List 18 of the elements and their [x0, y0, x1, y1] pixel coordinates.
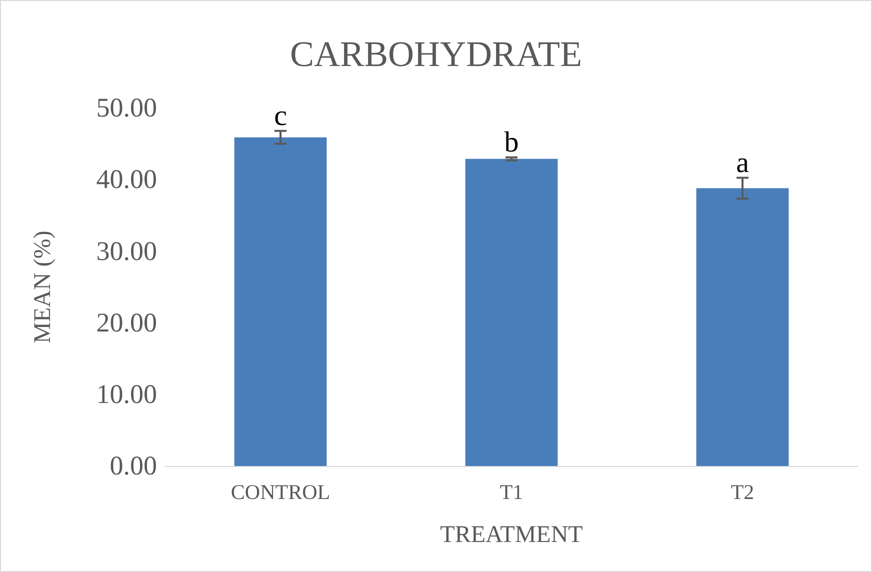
x-tick-label: CONTROL — [230, 480, 330, 504]
y-tick-label: 10.00 — [96, 379, 157, 410]
x-tick-label: T1 — [500, 480, 524, 504]
y-tick-label: 20.00 — [96, 307, 157, 338]
y-axis-title: MEAN (%) — [30, 230, 56, 344]
chart-title: CARBOHYDRATE — [290, 34, 582, 74]
annotation: b — [504, 126, 519, 158]
bar — [465, 158, 558, 466]
x-tick-label: T2 — [730, 480, 754, 504]
y-tick-label: 30.00 — [96, 236, 157, 266]
x-axis-title: TREATMENT — [440, 522, 584, 548]
annotation: c — [274, 100, 287, 132]
bar — [234, 137, 327, 466]
y-tick-label: 50.00 — [96, 92, 157, 123]
annotation: a — [736, 146, 750, 179]
y-tick-label: 0.00 — [110, 450, 157, 481]
bar — [696, 188, 789, 466]
y-tick-label: 40.00 — [96, 164, 157, 194]
